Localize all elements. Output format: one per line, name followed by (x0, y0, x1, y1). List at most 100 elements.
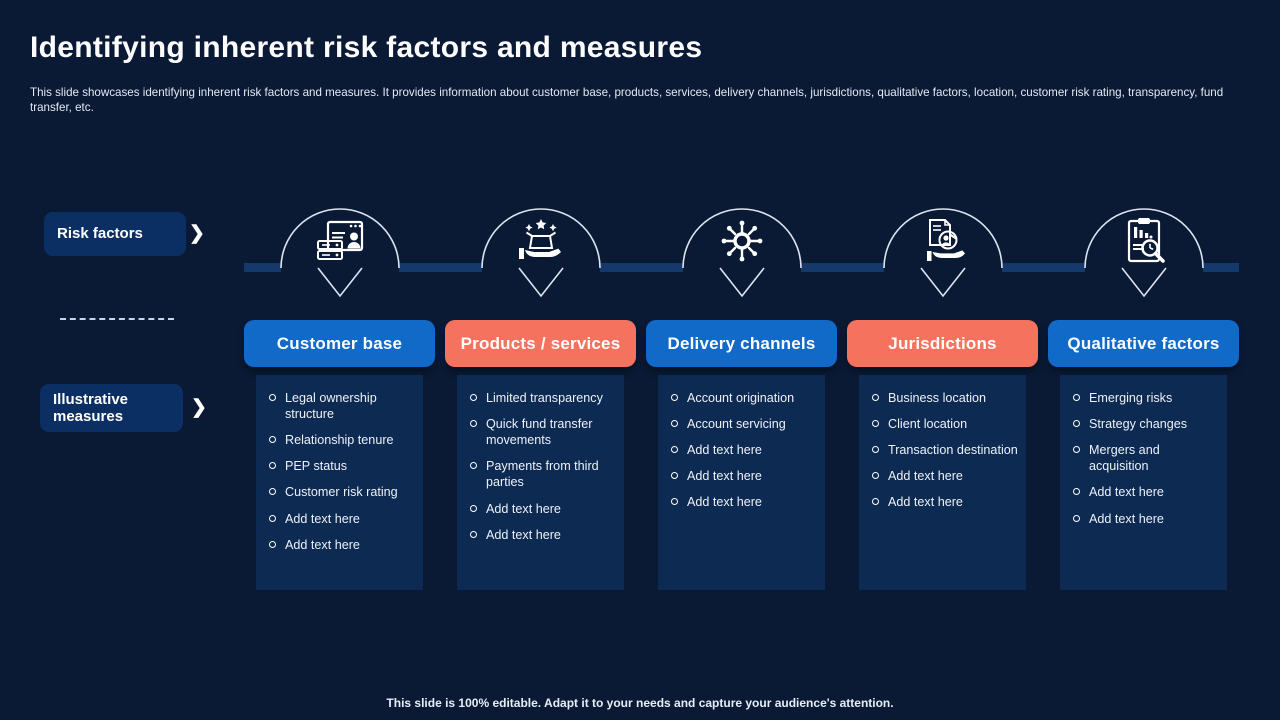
measure-text: Limited transparency (486, 391, 603, 405)
list-item: Add text here (470, 501, 618, 517)
measures-list: Business location Client location Transa… (859, 375, 1026, 511)
measure-text: Add text here (285, 511, 360, 526)
list-item: Strategy changes (1073, 416, 1221, 432)
circle-bullet (671, 472, 678, 480)
column-jurisdictions: Jurisdictions Business location Client l… (847, 206, 1038, 596)
list-item: Relationship tenure (269, 432, 417, 448)
measure-text: Add text here (486, 501, 561, 516)
list-item: Business location (872, 390, 1020, 406)
circle-bullet (269, 488, 276, 496)
measure-text: Add text here (1089, 511, 1164, 526)
measure-text: Add text here (888, 495, 963, 510)
circle-bullet (470, 394, 477, 401)
measure-text: Add text here (687, 469, 762, 484)
page-title: Identifying inherent risk factors and me… (30, 31, 703, 64)
dome-marker (681, 208, 802, 298)
column-qualitative-factors: Qualitative factors Emerging risks Strat… (1048, 206, 1239, 596)
measure-text: Payments from third parties (486, 459, 599, 490)
list-item: Customer risk rating (269, 484, 417, 500)
slide-description: This slide showcases identifying inheren… (30, 86, 1224, 115)
list-item: Account origination (671, 390, 819, 406)
column-header: Qualitative factors (1048, 320, 1239, 367)
measure-text: Account origination (687, 391, 795, 405)
measure-text: Add text here (1089, 485, 1164, 500)
list-item: Add text here (671, 494, 819, 510)
jurisdictions-icon (926, 219, 965, 261)
circle-bullet (1073, 488, 1080, 496)
list-item: Account servicing (671, 416, 819, 432)
circle-bullet (872, 394, 879, 401)
list-item: Client location (872, 416, 1020, 432)
column-products-services: Products / services Limited transparency… (445, 206, 636, 596)
measure-text: PEP status (285, 459, 348, 474)
circle-bullet (1073, 446, 1080, 454)
dashed-connector (60, 318, 174, 320)
measure-text: Add text here (687, 495, 762, 510)
measures-list: Legal ownership structure Relationship t… (256, 375, 423, 553)
list-item: Emerging risks (1073, 390, 1221, 406)
circle-bullet (269, 436, 276, 444)
dome-marker (882, 208, 1003, 298)
measure-text: Emerging risks (1089, 391, 1173, 405)
measures-card: Business location Client location Transa… (859, 375, 1026, 590)
chevron-right-icon: ❯ (191, 397, 207, 418)
list-item: Transaction destination (872, 442, 1020, 458)
list-item: Add text here (671, 442, 819, 458)
measures-card: Legal ownership structure Relationship t… (256, 375, 423, 590)
column-header: Products / services (445, 320, 636, 367)
list-item: Legal ownership structure (269, 390, 417, 422)
measure-text: Quick fund transfer movements (486, 417, 593, 448)
circle-bullet (671, 498, 678, 506)
delivery-channels-icon (721, 220, 762, 262)
dome-marker (480, 208, 601, 298)
list-item: PEP status (269, 458, 417, 474)
circle-bullet (872, 472, 879, 480)
measure-text: Legal ownership structure (285, 391, 377, 422)
column-header: Customer base (244, 320, 435, 367)
circle-bullet (470, 420, 477, 428)
circle-bullet (671, 394, 678, 401)
measures-list: Emerging risks Strategy changes Mergers … (1060, 375, 1227, 527)
measures-card: Emerging risks Strategy changes Mergers … (1060, 375, 1227, 590)
measure-text: Add text here (486, 527, 561, 542)
list-item: Payments from third parties (470, 458, 618, 490)
circle-bullet (1073, 394, 1080, 401)
dome-marker (1083, 208, 1204, 298)
circle-bullet (269, 462, 276, 470)
measure-text: Add text here (285, 537, 360, 552)
customer-base-icon (316, 220, 363, 260)
list-item: Add text here (269, 511, 417, 527)
list-item: Mergers and acquisition (1073, 442, 1221, 474)
measure-text: Customer risk rating (285, 485, 398, 500)
footer-note: This slide is 100% editable. Adapt it to… (386, 696, 894, 710)
risk-factors-text: Risk factors (57, 225, 143, 243)
list-item: Add text here (872, 468, 1020, 484)
column-customer-base: Customer base Legal ownership structure … (244, 206, 435, 596)
measure-text: Strategy changes (1089, 417, 1188, 432)
column-header: Jurisdictions (847, 320, 1038, 367)
circle-bullet (872, 420, 879, 428)
circle-bullet (671, 420, 678, 428)
circle-bullet (470, 530, 477, 538)
measure-text: Client location (888, 417, 968, 432)
list-item: Limited transparency (470, 390, 618, 406)
chevron-right-icon: ❯ (189, 223, 205, 244)
list-item: Add text here (1073, 484, 1221, 500)
list-item: Add text here (671, 468, 819, 484)
measure-text: Transaction destination (888, 443, 1018, 458)
circle-bullet (470, 504, 477, 512)
measure-text: Account servicing (687, 417, 786, 432)
list-item: Add text here (269, 537, 417, 553)
list-item: Add text here (872, 494, 1020, 510)
measure-text: Add text here (888, 469, 963, 484)
measures-card: Limited transparency Quick fund transfer… (457, 375, 624, 590)
measures-list: Account origination Account servicing Ad… (658, 375, 825, 511)
qualitative-factors-icon (1127, 218, 1165, 263)
circle-bullet (1073, 420, 1080, 428)
circle-bullet (269, 514, 276, 522)
column-delivery-channels: Delivery channels Account origination Ac… (646, 206, 837, 596)
circle-bullet (872, 498, 879, 506)
risk-factors-label: Risk factors (44, 212, 186, 256)
measure-text: Business location (888, 391, 987, 405)
